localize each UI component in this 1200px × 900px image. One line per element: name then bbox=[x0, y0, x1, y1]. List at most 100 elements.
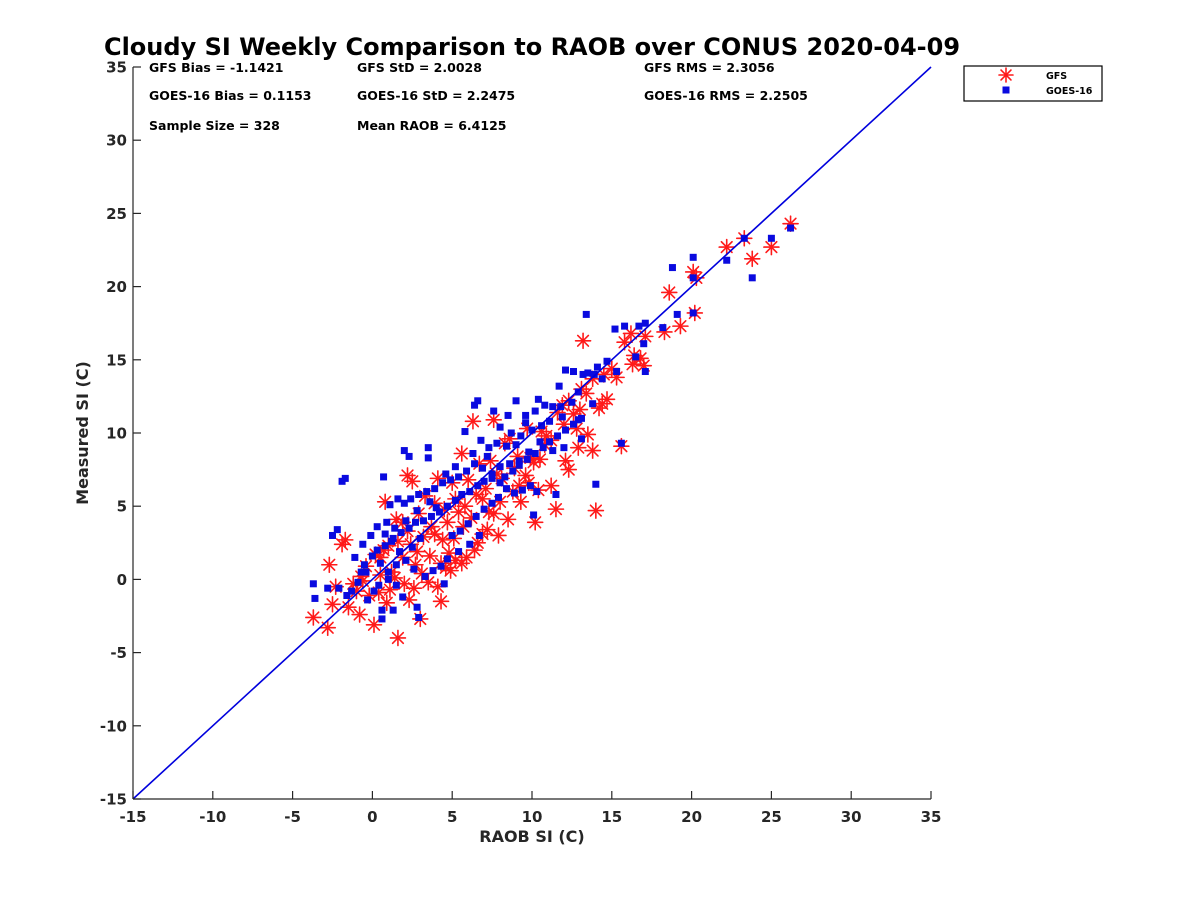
y-axis-label: Measured SI (C) bbox=[73, 361, 92, 505]
stat-gfs-bias: GFS Bias = -1.1421 bbox=[149, 60, 283, 75]
goes16-point bbox=[592, 480, 600, 488]
goes16-point bbox=[440, 580, 448, 588]
x-tick-label: 30 bbox=[841, 808, 862, 826]
goes16-point bbox=[522, 419, 530, 427]
y-tick-label: -5 bbox=[110, 644, 127, 662]
y-tick-label: 15 bbox=[106, 351, 127, 369]
stat-gfs-rms: GFS RMS = 2.3056 bbox=[644, 60, 775, 75]
goes16-point bbox=[589, 400, 597, 408]
goes16-point bbox=[435, 508, 443, 516]
gfs-point bbox=[718, 238, 736, 256]
goes16-point bbox=[378, 606, 386, 614]
goes16-point bbox=[689, 309, 697, 317]
gfs-point bbox=[499, 511, 517, 528]
goes16-point bbox=[383, 518, 391, 526]
goes16-point bbox=[405, 452, 413, 460]
goes16-point bbox=[640, 340, 648, 348]
gfs-point bbox=[421, 547, 439, 565]
x-tick-label: -15 bbox=[119, 808, 146, 826]
goes16-point bbox=[376, 559, 384, 567]
goes16-point bbox=[531, 407, 539, 415]
goes16-point bbox=[569, 420, 577, 428]
goes16-point bbox=[477, 436, 485, 444]
goes16-point bbox=[373, 523, 381, 531]
gfs-point bbox=[403, 473, 421, 490]
goes16-point bbox=[621, 322, 629, 330]
goes16-point bbox=[415, 613, 423, 621]
goes16-point bbox=[408, 543, 416, 551]
goes16-point bbox=[443, 502, 451, 510]
goes16-point bbox=[400, 447, 408, 455]
gfs-point bbox=[569, 439, 587, 456]
x-tick-label: 35 bbox=[921, 808, 942, 826]
goes16-point bbox=[423, 488, 431, 496]
gfs-point bbox=[351, 606, 368, 623]
goes16-point bbox=[411, 518, 419, 526]
one-to-one-line bbox=[132, 66, 932, 800]
goes16-point bbox=[534, 395, 542, 403]
goes16-point bbox=[577, 414, 585, 422]
gfs-point bbox=[542, 477, 560, 495]
goes16-point bbox=[348, 587, 356, 595]
goes16-point bbox=[378, 615, 386, 623]
goes16-point bbox=[463, 467, 471, 475]
goes16-point bbox=[442, 470, 450, 478]
gfs-point bbox=[660, 284, 678, 301]
goes16-point bbox=[367, 531, 375, 539]
gfs-point bbox=[574, 332, 592, 350]
legend-label-goes16: GOES-16 bbox=[1046, 86, 1093, 97]
goes16-point bbox=[311, 594, 319, 602]
goes16-point bbox=[494, 493, 502, 501]
legend-box bbox=[963, 65, 1103, 102]
gfs-point bbox=[490, 527, 507, 544]
goes16-point bbox=[546, 417, 554, 425]
goes16-point bbox=[496, 463, 504, 471]
goes16-point bbox=[603, 357, 611, 365]
legend: GFS GOES-16 bbox=[963, 65, 1103, 102]
gfs-point bbox=[439, 514, 456, 531]
chart-title: Cloudy SI Weekly Comparison to RAOB over… bbox=[104, 33, 960, 61]
goes16-point bbox=[461, 428, 469, 436]
goes16-point bbox=[469, 449, 477, 457]
stat-goes16-rms: GOES-16 RMS = 2.2505 bbox=[644, 88, 808, 103]
goes16-point bbox=[480, 477, 488, 485]
goes16-point bbox=[474, 482, 482, 490]
stat-mean-raob: Mean RAOB = 6.4125 bbox=[357, 118, 506, 133]
goes16-point bbox=[502, 485, 510, 493]
goes16-point bbox=[426, 498, 434, 506]
goes16-point bbox=[415, 490, 423, 498]
gfs-point bbox=[365, 616, 383, 634]
goes16-point bbox=[309, 580, 317, 588]
goes16-point bbox=[549, 403, 557, 411]
gfs-point bbox=[405, 579, 423, 597]
goes16-point bbox=[496, 423, 504, 431]
goes16-point bbox=[373, 546, 381, 554]
goes16-point bbox=[748, 274, 756, 282]
goes16-point bbox=[381, 530, 389, 538]
goes16-point bbox=[455, 473, 463, 481]
goes16-point bbox=[488, 470, 496, 478]
goes16-point bbox=[432, 504, 440, 512]
gfs-point bbox=[579, 426, 597, 443]
gfs-point bbox=[547, 500, 565, 518]
gfs-point bbox=[743, 250, 761, 268]
goes16-point bbox=[530, 511, 538, 519]
gfs-point bbox=[608, 369, 625, 386]
goes16-point bbox=[389, 606, 397, 614]
goes16-point bbox=[523, 455, 531, 463]
gfs-point bbox=[381, 581, 399, 598]
goes16-point bbox=[531, 449, 539, 457]
goes16-point bbox=[584, 369, 592, 377]
goes16-point bbox=[577, 435, 585, 443]
goes16-point bbox=[632, 353, 640, 361]
goes16-point bbox=[397, 529, 405, 537]
gfs-point bbox=[333, 535, 351, 553]
gfs-point bbox=[763, 238, 780, 256]
stat-goes16-std: GOES-16 StD = 2.2475 bbox=[357, 88, 515, 103]
goes16-point bbox=[424, 444, 432, 452]
goes16-point bbox=[506, 460, 514, 468]
goes16-point bbox=[400, 499, 408, 507]
y-tick-label: 35 bbox=[106, 59, 127, 77]
goes16-point bbox=[522, 411, 530, 419]
gfs-point bbox=[432, 593, 450, 610]
